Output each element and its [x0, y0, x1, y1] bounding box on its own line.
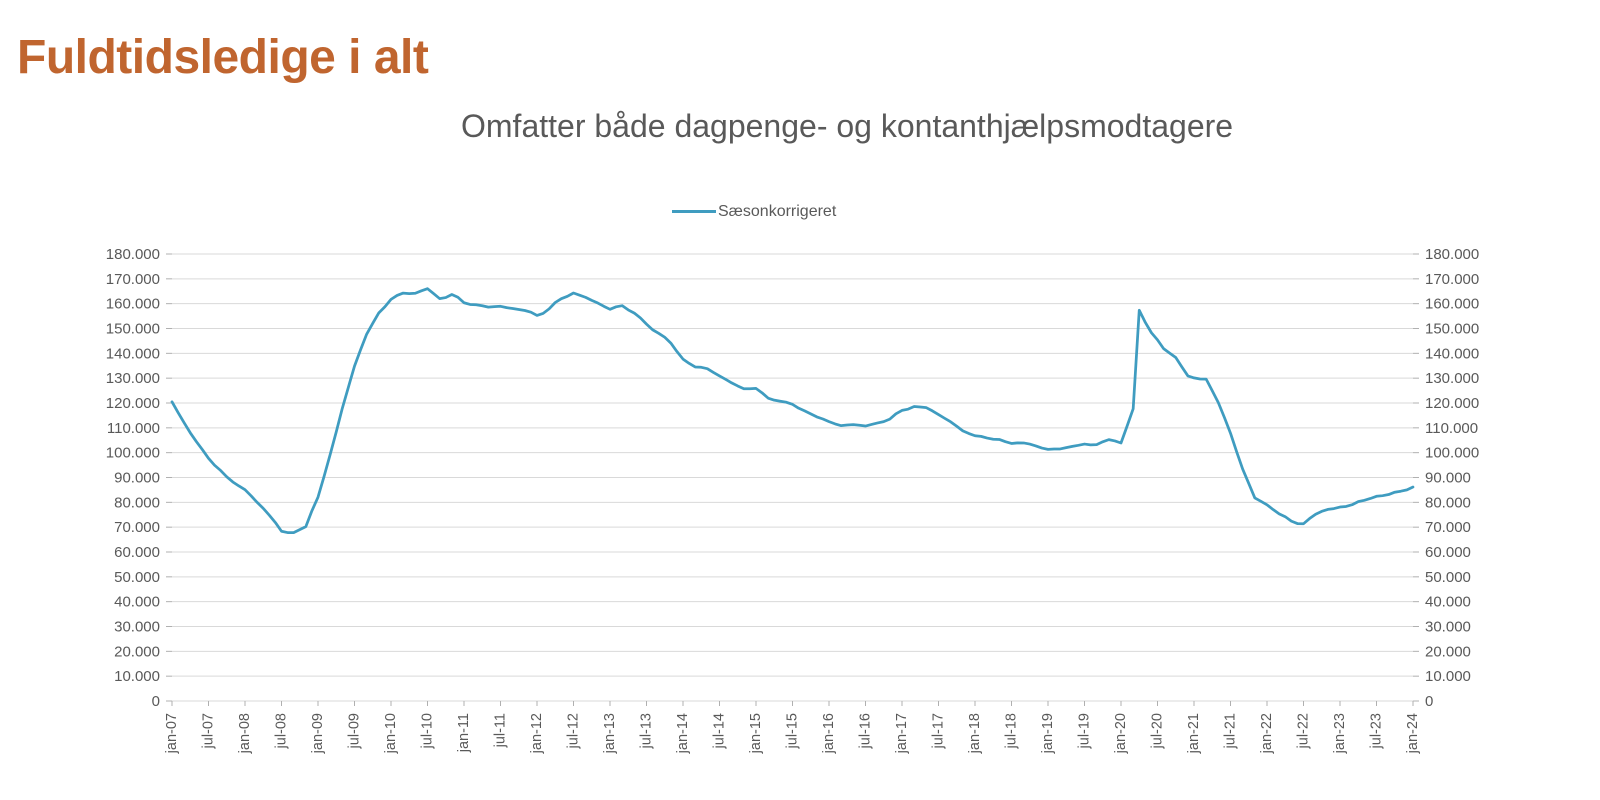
svg-text:150.000: 150.000: [106, 321, 160, 338]
svg-text:jan-12: jan-12: [529, 713, 545, 754]
svg-text:20.000: 20.000: [1425, 643, 1471, 660]
svg-text:10.000: 10.000: [114, 668, 160, 685]
svg-text:jan-16: jan-16: [821, 713, 837, 754]
svg-text:jul-18: jul-18: [1004, 713, 1020, 749]
svg-text:jul-14: jul-14: [712, 713, 728, 749]
svg-text:jan-08: jan-08: [237, 713, 253, 754]
svg-text:jan-14: jan-14: [675, 713, 691, 754]
svg-text:jan-10: jan-10: [383, 713, 399, 754]
svg-text:140.000: 140.000: [106, 345, 160, 362]
svg-text:170.000: 170.000: [1425, 271, 1479, 288]
svg-text:jul-23: jul-23: [1369, 713, 1385, 749]
svg-text:30.000: 30.000: [1425, 619, 1471, 636]
svg-text:100.000: 100.000: [1425, 445, 1479, 462]
svg-text:jul-21: jul-21: [1223, 713, 1239, 749]
svg-text:jul-15: jul-15: [785, 713, 801, 749]
svg-text:jul-09: jul-09: [347, 713, 363, 749]
svg-text:120.000: 120.000: [1425, 395, 1479, 412]
svg-text:jan-11: jan-11: [456, 713, 472, 753]
svg-text:0: 0: [152, 693, 160, 710]
svg-text:110.000: 110.000: [107, 420, 160, 437]
svg-text:180.000: 180.000: [106, 246, 160, 263]
svg-text:jul-19: jul-19: [1077, 713, 1093, 749]
svg-text:jul-07: jul-07: [201, 713, 217, 749]
svg-text:50.000: 50.000: [114, 569, 160, 586]
svg-text:130.000: 130.000: [106, 370, 160, 387]
svg-text:jul-16: jul-16: [858, 713, 874, 749]
svg-text:100.000: 100.000: [106, 445, 160, 462]
svg-text:jul-08: jul-08: [274, 713, 290, 749]
svg-text:jul-12: jul-12: [566, 713, 582, 749]
svg-text:jan-15: jan-15: [748, 713, 764, 754]
svg-text:60.000: 60.000: [1425, 544, 1471, 561]
svg-text:jan-23: jan-23: [1332, 713, 1348, 754]
svg-text:jan-18: jan-18: [967, 713, 983, 754]
svg-text:jan-09: jan-09: [310, 713, 326, 754]
svg-text:40.000: 40.000: [114, 594, 160, 611]
svg-text:jan-19: jan-19: [1040, 713, 1056, 754]
svg-text:jan-21: jan-21: [1186, 713, 1202, 754]
svg-text:0: 0: [1425, 693, 1433, 710]
svg-text:130.000: 130.000: [1425, 370, 1479, 387]
svg-text:90.000: 90.000: [114, 470, 160, 487]
svg-text:jul-10: jul-10: [420, 713, 436, 749]
svg-text:jan-13: jan-13: [602, 713, 618, 754]
svg-text:jan-07: jan-07: [164, 713, 180, 754]
svg-text:70.000: 70.000: [114, 519, 160, 536]
svg-text:jul-20: jul-20: [1150, 713, 1166, 749]
svg-text:jul-11: jul-11: [493, 713, 509, 748]
svg-text:jan-24: jan-24: [1405, 713, 1421, 754]
svg-text:110.000: 110.000: [1425, 420, 1478, 437]
svg-text:20.000: 20.000: [114, 643, 160, 660]
svg-text:jul-17: jul-17: [931, 713, 947, 749]
svg-text:120.000: 120.000: [106, 395, 160, 412]
svg-text:80.000: 80.000: [1425, 494, 1471, 511]
svg-text:jan-20: jan-20: [1113, 713, 1129, 754]
svg-text:60.000: 60.000: [114, 544, 160, 561]
svg-text:160.000: 160.000: [106, 296, 160, 313]
svg-text:jan-22: jan-22: [1259, 713, 1275, 754]
svg-text:90.000: 90.000: [1425, 470, 1471, 487]
svg-text:jul-13: jul-13: [639, 713, 655, 749]
svg-text:50.000: 50.000: [1425, 569, 1471, 586]
svg-text:170.000: 170.000: [106, 271, 160, 288]
svg-text:jan-17: jan-17: [894, 713, 910, 754]
svg-text:40.000: 40.000: [1425, 594, 1471, 611]
svg-text:10.000: 10.000: [1425, 668, 1471, 685]
svg-text:70.000: 70.000: [1425, 519, 1471, 536]
svg-text:30.000: 30.000: [114, 619, 160, 636]
svg-text:180.000: 180.000: [1425, 246, 1479, 263]
svg-text:150.000: 150.000: [1425, 321, 1479, 338]
svg-text:140.000: 140.000: [1425, 345, 1479, 362]
svg-text:160.000: 160.000: [1425, 296, 1479, 313]
svg-text:80.000: 80.000: [114, 494, 160, 511]
svg-text:jul-22: jul-22: [1296, 713, 1312, 749]
